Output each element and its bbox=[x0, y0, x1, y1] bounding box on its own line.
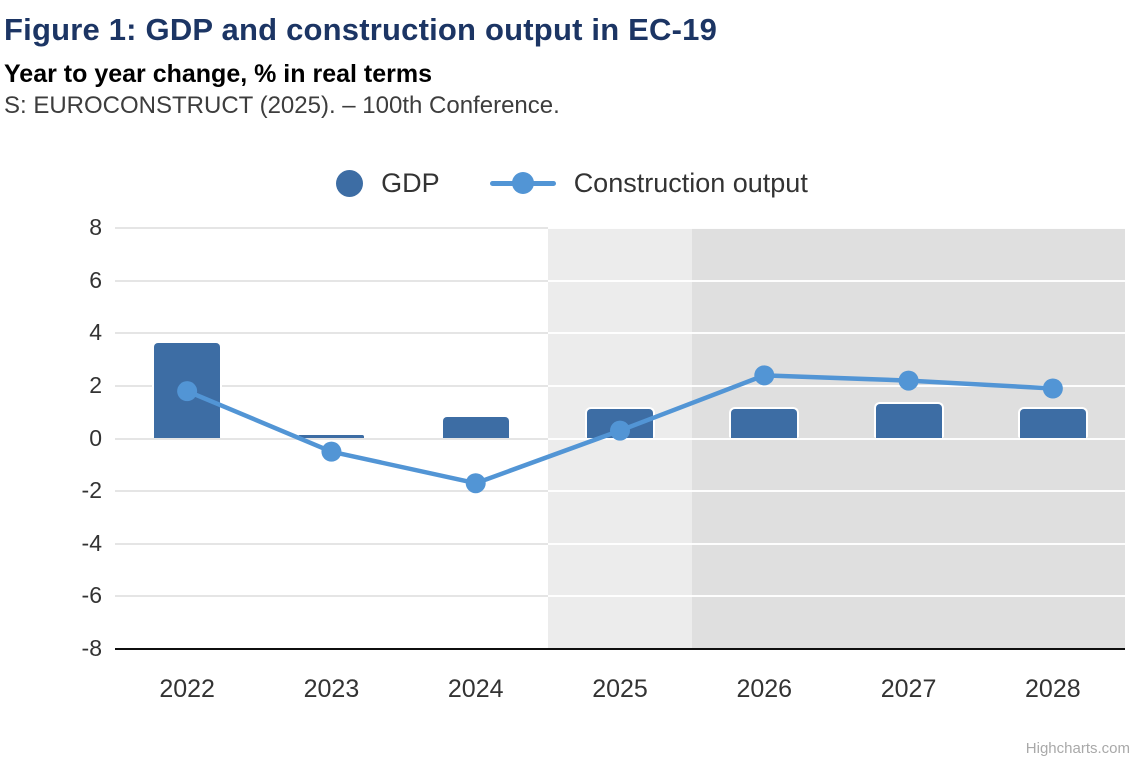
x-axis-line bbox=[115, 648, 1125, 650]
y-axis-label: -8 bbox=[81, 635, 102, 661]
construction-point[interactable] bbox=[1042, 378, 1063, 399]
construction-point[interactable] bbox=[177, 381, 198, 402]
gridline bbox=[115, 384, 1125, 387]
y-axis-label: 0 bbox=[89, 424, 102, 451]
chart-title: Figure 1: GDP and construction output in… bbox=[4, 12, 718, 47]
gridline bbox=[115, 595, 1125, 598]
construction-point[interactable] bbox=[898, 370, 919, 391]
gridline bbox=[115, 332, 1125, 335]
y-axis-label: -6 bbox=[81, 582, 102, 609]
x-axis-label: 2022 bbox=[159, 675, 215, 703]
construction-point[interactable] bbox=[754, 365, 775, 386]
gridline bbox=[115, 279, 1125, 282]
gridline bbox=[115, 542, 1125, 545]
y-axis-label: 4 bbox=[89, 319, 102, 346]
gdp-marker-icon bbox=[336, 169, 364, 197]
line-marker-dot-icon bbox=[511, 172, 534, 194]
y-axis-label: 6 bbox=[89, 266, 102, 293]
gdp-bar[interactable] bbox=[873, 401, 944, 439]
y-axis-label: 8 bbox=[89, 214, 102, 240]
y-axis-label: -4 bbox=[81, 529, 102, 556]
gridline bbox=[115, 490, 1125, 493]
legend-label-gdp: GDP bbox=[381, 167, 440, 198]
legend: GDP Construction output bbox=[0, 160, 1144, 206]
legend-label-construction: Construction output bbox=[573, 167, 808, 198]
construction-point[interactable] bbox=[465, 473, 486, 494]
construction-point[interactable] bbox=[321, 441, 342, 462]
x-axis-label: 2028 bbox=[1025, 675, 1081, 703]
construction-point[interactable] bbox=[610, 420, 630, 441]
gdp-bar[interactable] bbox=[1017, 406, 1088, 439]
gdp-bar[interactable] bbox=[440, 414, 511, 439]
gdp-bar[interactable] bbox=[729, 406, 800, 439]
x-axis-label: 2025 bbox=[592, 675, 648, 703]
y-axis-label: -2 bbox=[81, 477, 102, 504]
legend-item-construction[interactable]: Construction output bbox=[489, 167, 808, 199]
x-axis-label: 2024 bbox=[447, 675, 504, 703]
x-axis-label: 2023 bbox=[303, 675, 360, 703]
chart-subtitle: Year to year change, % in real terms bbox=[4, 60, 432, 88]
gridline bbox=[115, 227, 1125, 229]
y-axis-label: 2 bbox=[89, 371, 102, 398]
x-axis-label: 2027 bbox=[880, 675, 937, 703]
highcharts-credits-link[interactable]: Highcharts.com bbox=[1025, 740, 1130, 757]
line-marker-icon bbox=[489, 172, 556, 194]
x-axis-label: 2026 bbox=[736, 675, 793, 703]
legend-item-gdp[interactable]: GDP bbox=[336, 168, 440, 199]
chart-source: S: EUROCONSTRUCT (2025). – 100th Confere… bbox=[4, 92, 560, 119]
